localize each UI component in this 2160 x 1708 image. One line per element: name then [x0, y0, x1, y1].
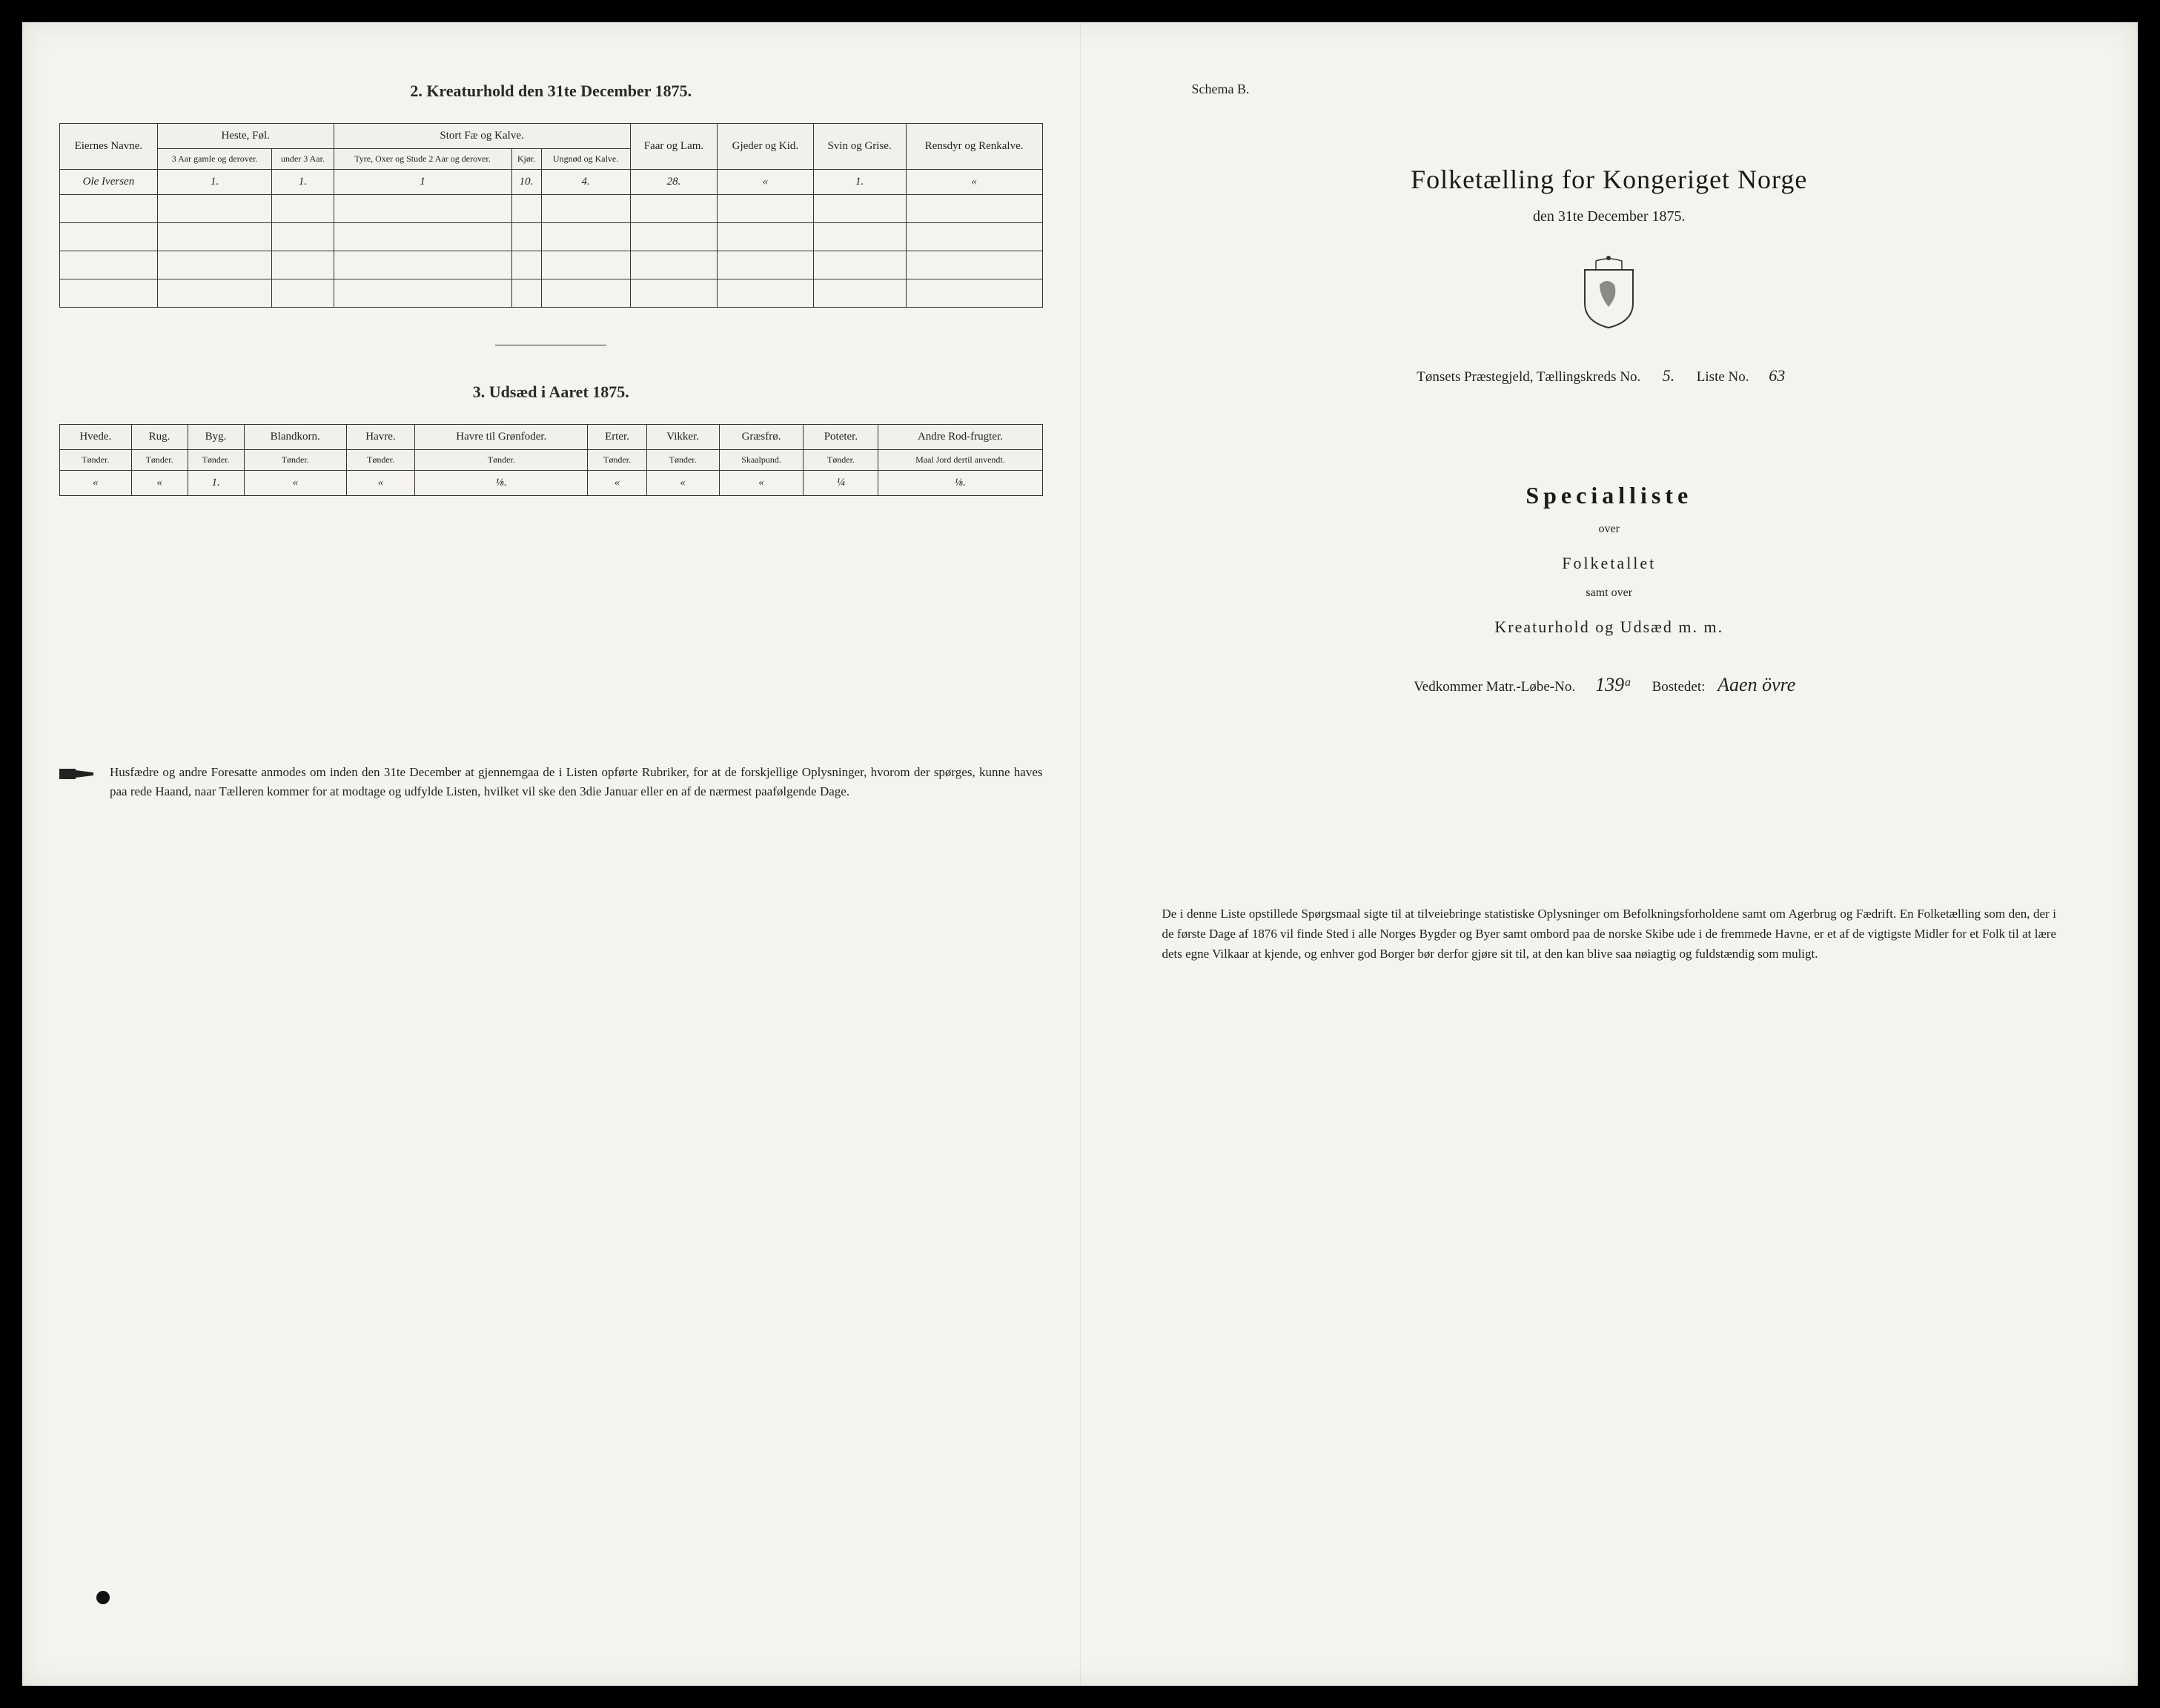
cell: « [718, 170, 813, 195]
left-footnote-text: Husfædre og andre Foresatte anmodes om i… [110, 763, 1043, 802]
unit: Tønder. [188, 450, 244, 471]
cell: « [346, 471, 414, 496]
cell: « [244, 471, 346, 496]
col-svin: Svin og Grise. [813, 124, 906, 170]
col-gjeder: Gjeder og Kid. [718, 124, 813, 170]
cell: « [906, 170, 1042, 195]
matr-label: Vedkommer Matr.-Løbe-No. [1414, 679, 1575, 695]
unit: Tønder. [415, 450, 588, 471]
table-row: Ole Iversen 1. 1. 1 10. 4. 28. « 1. « [60, 170, 1043, 195]
col: Græsfrø. [719, 425, 804, 450]
col-fae: Stort Fæ og Kalve. [334, 124, 630, 149]
schema-label: Schema B. [1192, 82, 2101, 97]
matr-no: 139ᵃ [1588, 674, 1640, 696]
pointing-hand-icon [59, 763, 96, 784]
cell: « [588, 471, 646, 496]
table-kreaturhold: Eiernes Navne. Heste, Føl. Stort Fæ og K… [59, 123, 1043, 308]
cell: « [646, 471, 719, 496]
col-heste: Heste, Føl. [157, 124, 334, 149]
main-title: Folketælling for Kongeriget Norge [1118, 164, 2101, 195]
cell: 1. [272, 170, 334, 195]
unit: Tønder. [60, 450, 132, 471]
kreds-no: 5. [1650, 366, 1687, 385]
section2-heading: 2. Kreaturhold den 31te December 1875. [59, 82, 1043, 101]
unit: Tønder. [131, 450, 188, 471]
folketallet-label: Folketallet [1118, 554, 2101, 573]
col-fae-ung: Ungnød og Kalve. [541, 149, 630, 170]
table-row [60, 195, 1043, 223]
cell: 1. [157, 170, 272, 195]
col: Poteter. [804, 425, 878, 450]
cell: ⅛. [878, 471, 1042, 496]
unit: Maal Jord dertil anvendt. [878, 450, 1042, 471]
right-page: Schema B. Folketælling for Kongeriget No… [1081, 22, 2139, 1686]
main-subtitle: den 31te December 1875. [1118, 208, 2101, 225]
col: Byg. [188, 425, 244, 450]
right-footnote: De i denne Liste opstillede Spørgsmaal s… [1118, 904, 2101, 964]
col: Blandkorn. [244, 425, 346, 450]
cell: 1. [188, 471, 244, 496]
col: Havre til Grønfoder. [415, 425, 588, 450]
col: Rug. [131, 425, 188, 450]
table-row [60, 223, 1043, 251]
section3-heading: 3. Udsæd i Aaret 1875. [59, 383, 1043, 402]
col-owner: Eiernes Navne. [60, 124, 158, 170]
table-row [60, 279, 1043, 308]
col: Hvede. [60, 425, 132, 450]
kreatur-label: Kreaturhold og Udsæd m. m. [1118, 618, 2101, 637]
col-fae-kjor: Kjør. [511, 149, 541, 170]
unit: Tønder. [244, 450, 346, 471]
cell: ⅛. [415, 471, 588, 496]
specialliste-title: Specialliste [1118, 482, 2101, 509]
matr-line: Vedkommer Matr.-Løbe-No. 139ᵃ Bostedet: … [1118, 674, 2101, 696]
coat-of-arms-icon [1577, 255, 1640, 329]
parish-label: Tønsets Præstegjeld, Tællingskreds No. [1417, 369, 1640, 385]
cell: ¼ [804, 471, 878, 496]
col-heste3plus: 3 Aar gamle og derover. [157, 149, 272, 170]
left-page: 2. Kreaturhold den 31te December 1875. E… [22, 22, 1081, 1686]
col-fae-tyre: Tyre, Oxer og Stude 2 Aar og derover. [334, 149, 511, 170]
cell: 10. [511, 170, 541, 195]
cell: 28. [630, 170, 718, 195]
cell: « [719, 471, 804, 496]
unit: Tønder. [804, 450, 878, 471]
cell: 1. [813, 170, 906, 195]
unit: Skaalpund. [719, 450, 804, 471]
cell-owner: Ole Iversen [60, 170, 158, 195]
col-heste-under3: under 3 Aar. [272, 149, 334, 170]
unit: Tønder. [588, 450, 646, 471]
table-row [60, 251, 1043, 279]
samt-over-label: samt over [1118, 586, 2101, 600]
unit: Tønder. [346, 450, 414, 471]
liste-label: Liste No. [1697, 369, 1749, 385]
parish-line: Tønsets Præstegjeld, Tællingskreds No. 5… [1118, 366, 2101, 385]
ink-dot [96, 1591, 110, 1604]
col: Havre. [346, 425, 414, 450]
cell: 4. [541, 170, 630, 195]
col: Andre Rod-frugter. [878, 425, 1042, 450]
bosted-value: Aaen övre [1717, 674, 1795, 696]
liste-no: 63 [1758, 366, 1795, 385]
cell: « [60, 471, 132, 496]
unit: Tønder. [646, 450, 719, 471]
cell: 1 [334, 170, 511, 195]
left-footnote-block: Husfædre og andre Foresatte anmodes om i… [59, 763, 1043, 802]
col: Vikker. [646, 425, 719, 450]
table-row: « « 1. « « ⅛. « « « ¼ ⅛. [60, 471, 1043, 496]
census-document: 2. Kreaturhold den 31te December 1875. E… [22, 22, 2138, 1686]
col: Erter. [588, 425, 646, 450]
table-udsaed: Hvede. Rug. Byg. Blandkorn. Havre. Havre… [59, 424, 1043, 496]
over-label: over [1118, 523, 2101, 536]
col-rensdyr: Rensdyr og Renkalve. [906, 124, 1042, 170]
col-faar: Faar og Lam. [630, 124, 718, 170]
cell: « [131, 471, 188, 496]
bosted-label: Bostedet: [1652, 679, 1706, 695]
